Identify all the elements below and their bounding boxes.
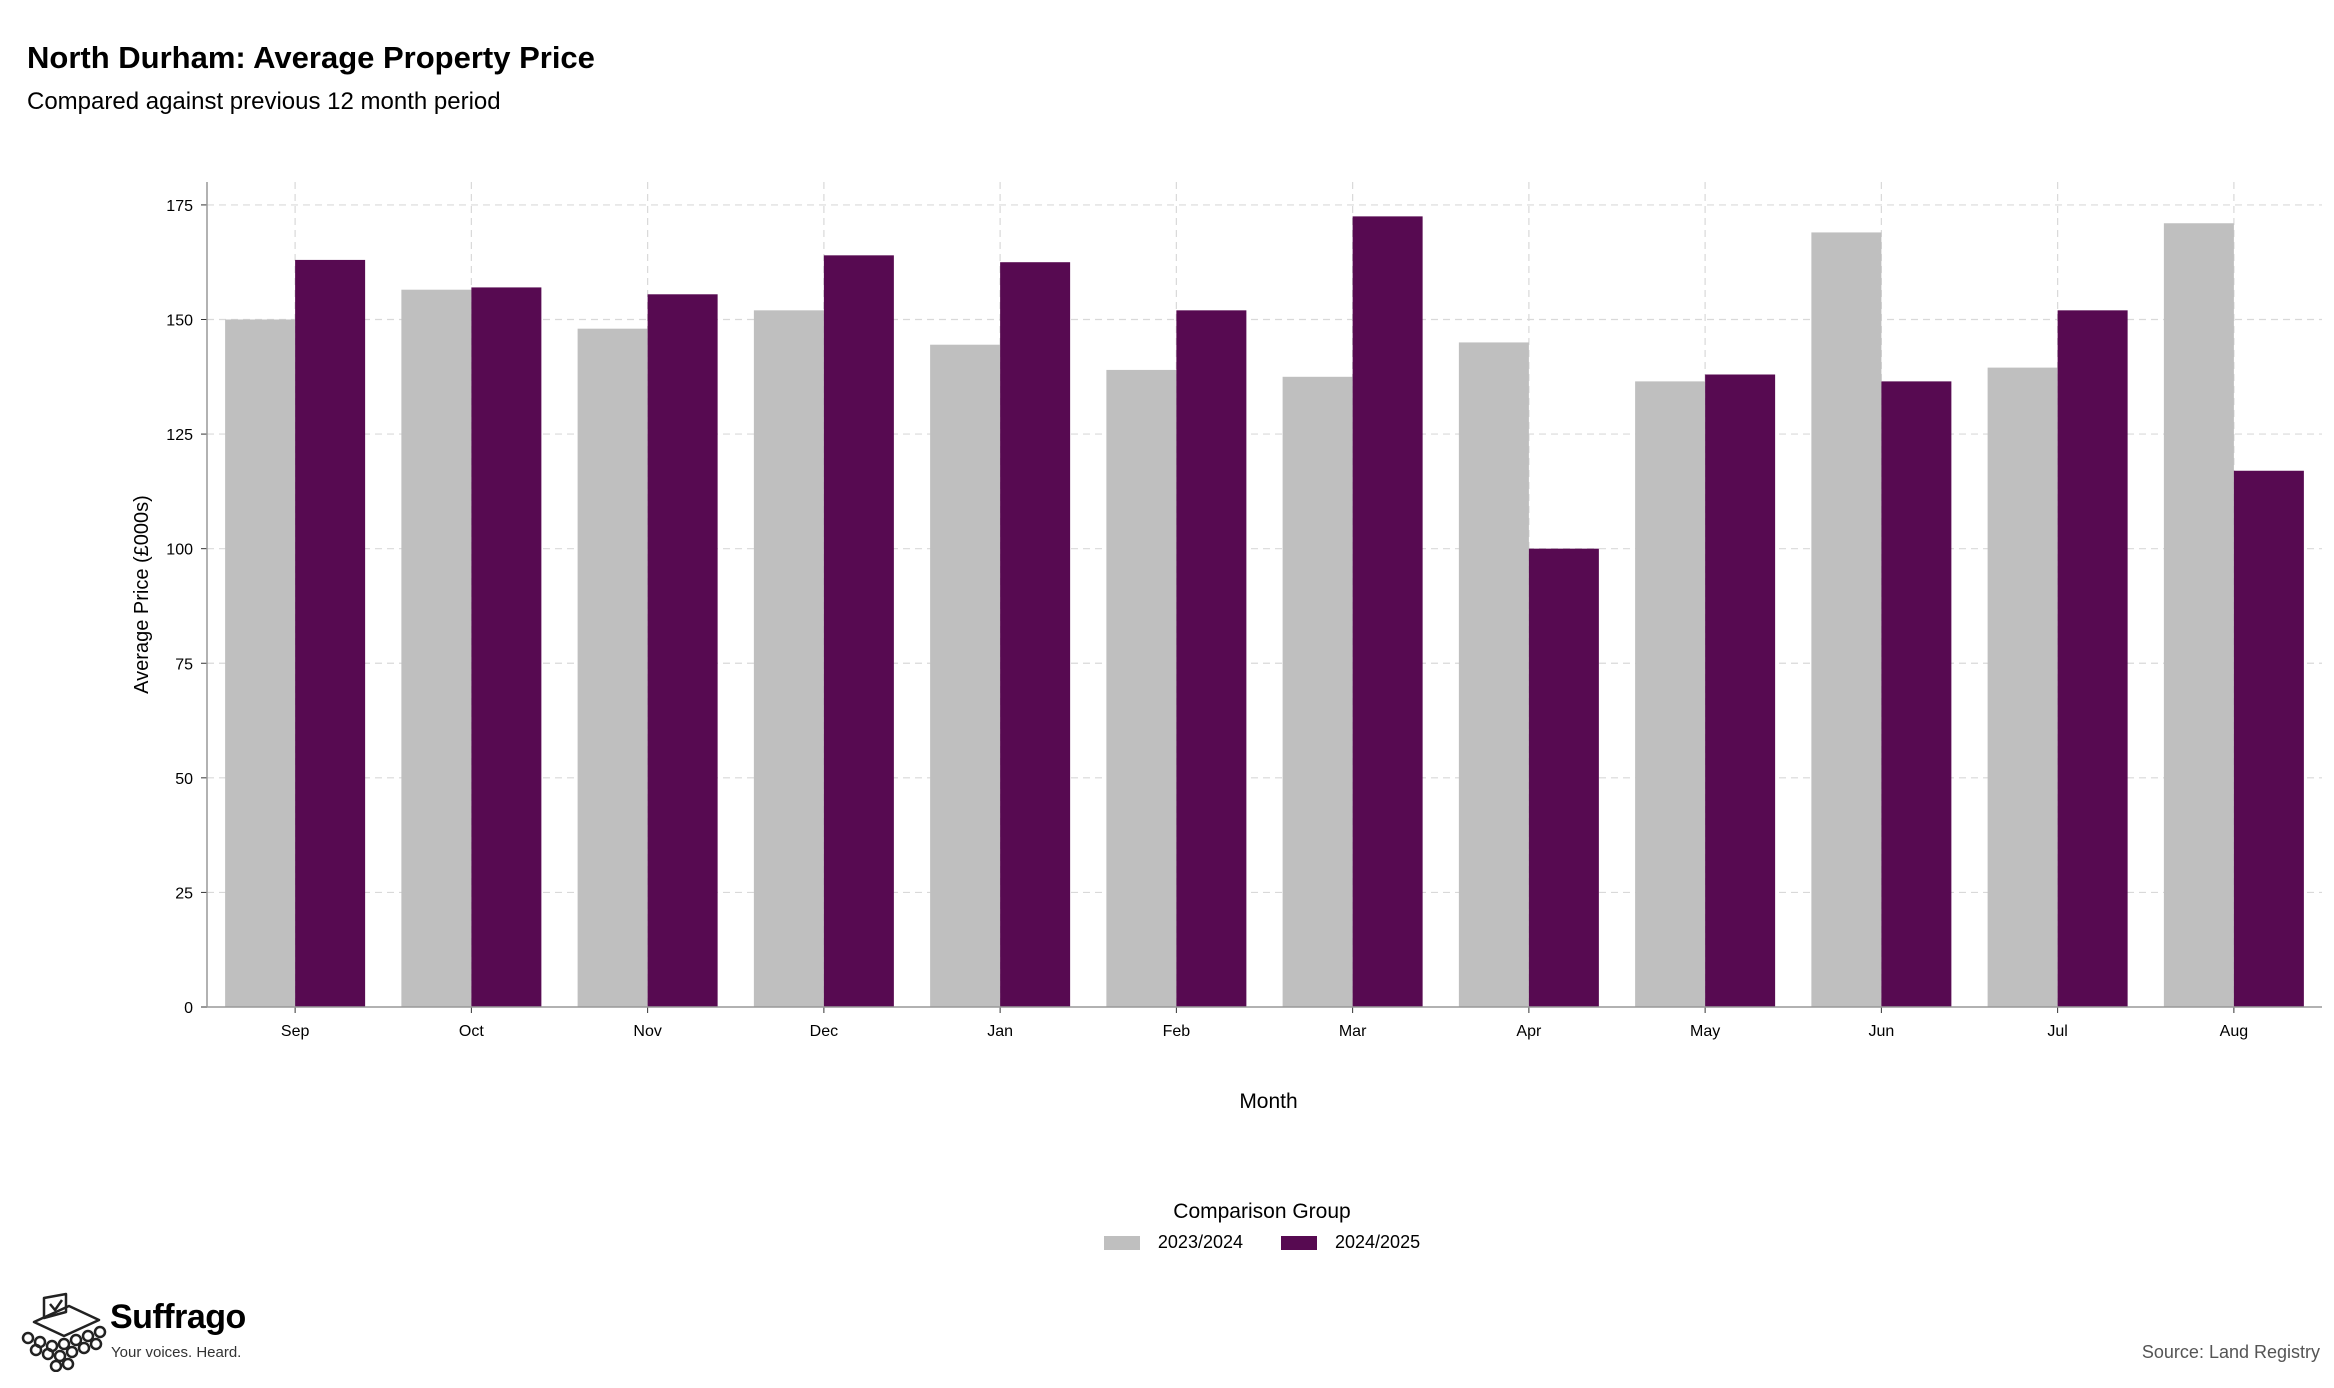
bar-sep-2024-2025	[295, 259, 366, 1008]
legend-item-2024-2025: 2024/2025	[1281, 1232, 1420, 1253]
bar-aug-2024-2025	[2233, 470, 2304, 1007]
legend-swatch-2024-2025	[1281, 1235, 1317, 1250]
y-tick-label-50: 50	[175, 771, 193, 788]
bar-chart: 0 25 50 75 100 125 150 175 Sep Oct Nov Dec Jan Feb Mar…	[131, 182, 2322, 1113]
bar-sep-2023-2024	[225, 319, 296, 1007]
x-tick-label-apr: Apr	[1516, 1023, 1542, 1040]
bar-jun-2024-2025	[1881, 381, 1952, 1007]
bar-oct-2024-2025	[471, 287, 542, 1008]
bar-jun-2023-2024	[1811, 232, 1882, 1007]
legend-item-2023-2024: 2023/2024	[1103, 1232, 1243, 1253]
bar-jul-2024-2025	[2057, 310, 2128, 1007]
bars	[225, 216, 2304, 1008]
x-tick-label-mar: Mar	[1339, 1023, 1367, 1040]
bar-nov-2024-2025	[647, 294, 718, 1008]
x-tick-label-jun: Jun	[1868, 1023, 1894, 1040]
bar-feb-2023-2024	[1106, 369, 1177, 1008]
y-tick-label-100: 100	[166, 542, 193, 559]
bar-jan-2023-2024	[930, 344, 1001, 1007]
axes	[201, 182, 2322, 1013]
x-tick-label-feb: Feb	[1163, 1023, 1191, 1040]
x-tick-label-sep: Sep	[281, 1023, 310, 1040]
bar-jul-2023-2024	[1987, 367, 2058, 1007]
x-tick-label-jan: Jan	[987, 1023, 1013, 1040]
bar-aug-2023-2024	[2163, 223, 2234, 1007]
chart-title: North Durham: Average Property Price	[27, 40, 595, 75]
x-tick-label-may: May	[1690, 1023, 1720, 1040]
y-tick-label-175: 175	[166, 198, 193, 215]
y-tick-label-125: 125	[166, 427, 193, 444]
source-note: Source: Land Registry	[2141, 1342, 2320, 1362]
y-tick-label-25: 25	[175, 885, 193, 902]
chart-subtitle: Compared against previous 12 month perio…	[27, 88, 501, 115]
bar-mar-2023-2024	[1282, 376, 1353, 1008]
axis-labels: 0 25 50 75 100 125 150 175 Sep Oct Nov Dec Jan Feb Mar…	[131, 198, 2248, 1113]
x-tick-label-nov: Nov	[633, 1023, 661, 1040]
legend: Comparison Group 2023/2024 2024/2025	[0, 1200, 2334, 1253]
bar-oct-2023-2024	[401, 289, 472, 1007]
bar-may-2023-2024	[1635, 381, 1706, 1007]
x-tick-label-dec: Dec	[810, 1023, 838, 1040]
bar-dec-2024-2025	[823, 255, 894, 1008]
legend-label-2024-2025: 2024/2025	[1335, 1232, 1421, 1252]
bar-mar-2024-2025	[1352, 216, 1423, 1007]
bar-dec-2023-2024	[753, 310, 824, 1007]
legend-title: Comparison Group	[1173, 1200, 1351, 1223]
x-tick-label-aug: Aug	[2220, 1023, 2248, 1040]
bar-apr-2023-2024	[1458, 342, 1529, 1008]
logo-name: Suffrago	[110, 1298, 246, 1336]
bar-apr-2024-2025	[1528, 548, 1599, 1007]
x-tick-label-jul: Jul	[2047, 1023, 2067, 1040]
legend-label-2023-2024: 2023/2024	[1157, 1232, 1243, 1252]
ballot-box-icon	[21, 1292, 107, 1372]
bar-may-2024-2025	[1705, 374, 1776, 1007]
bar-nov-2023-2024	[577, 328, 648, 1008]
legend-items: 2023/2024 2024/2025	[190, 1232, 2334, 1253]
x-tick-label-oct: Oct	[459, 1023, 484, 1040]
bar-jan-2024-2025	[1000, 262, 1071, 1007]
y-tick-label-0: 0	[184, 1000, 193, 1017]
y-axis-title: Average Price (£000s)	[131, 495, 153, 694]
x-axis-title: Month	[1239, 1090, 1297, 1113]
y-tick-label-75: 75	[175, 656, 193, 673]
legend-swatch-2023-2024	[1103, 1235, 1140, 1250]
bar-feb-2024-2025	[1176, 310, 1247, 1007]
logo-tagline: Your voices. Heard.	[111, 1344, 242, 1361]
y-tick-label-150: 150	[166, 313, 193, 330]
